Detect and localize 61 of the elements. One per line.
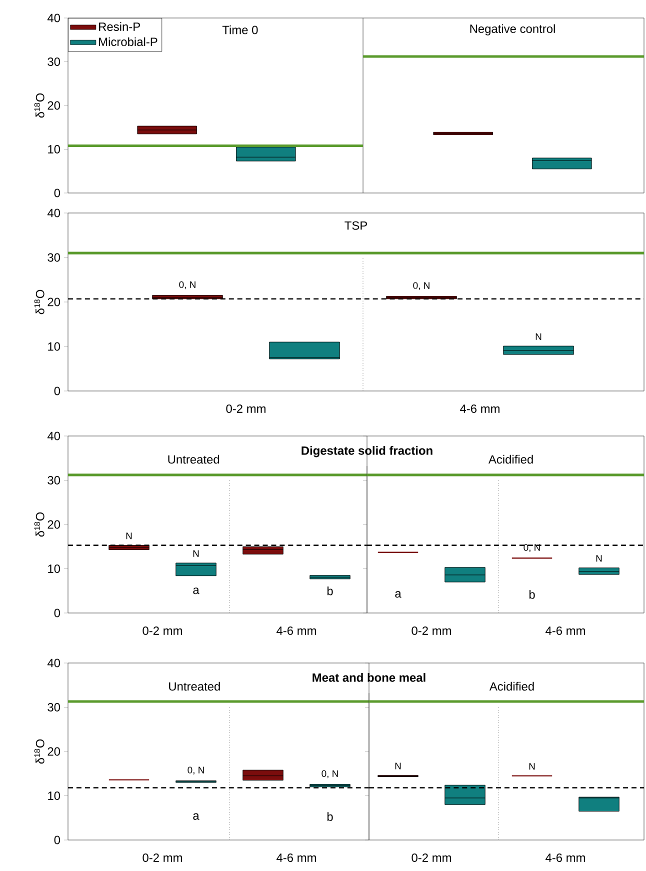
y-tick-label: 0 (54, 836, 60, 844)
y-axis-title: δ$^{18}$O (34, 512, 44, 537)
y-tick-label: 10 (48, 564, 60, 573)
text: N (596, 555, 602, 562)
y-tick-label: 10 (48, 145, 60, 154)
x-tick-label: 4-6 mm (546, 626, 585, 635)
annotation: b (327, 812, 333, 821)
text: 0, N (188, 766, 204, 775)
text: Acidified (489, 682, 534, 691)
y-tick-label: 30 (48, 253, 60, 262)
text: N (536, 333, 542, 340)
y-tick-label: 40 (47, 14, 60, 22)
x-tick-label: 4-6 mm (276, 626, 316, 635)
text: Acidified (488, 454, 533, 464)
text: Untreated (169, 682, 220, 691)
y-tick-label: 20 (48, 298, 60, 306)
annotation: b (529, 590, 535, 599)
text: Digestate solid fraction (302, 446, 432, 458)
annotation: a (193, 813, 200, 820)
y-tick-label: 40 (47, 208, 60, 218)
x-tick-label: 4-6 mm (460, 404, 500, 413)
y-tick-label: 40 (47, 432, 60, 440)
text: N (395, 762, 401, 770)
y-tick-label: 0 (54, 386, 60, 396)
y-axis-title: δ$^{18}$O (34, 93, 44, 118)
text: N (126, 532, 132, 540)
text: N (529, 763, 535, 770)
x-tick-label: 0-2 mm (412, 853, 451, 862)
annotation: a (193, 588, 200, 594)
y-tick-label: 10 (48, 342, 60, 351)
y-tick-label: 0 (54, 188, 60, 198)
y-tick-label: 30 (48, 476, 60, 484)
annotation: b (327, 586, 333, 596)
text: Untreated (168, 454, 220, 464)
y-tick-label: 0 (54, 608, 60, 618)
text: Meat and bone meal (312, 673, 426, 682)
annotation: Time 0 (222, 25, 258, 34)
y-axis-title: δ$^{18}$O (34, 290, 44, 314)
text: N (193, 550, 199, 557)
annotation: a (395, 591, 402, 598)
text: 0, N (179, 281, 196, 290)
y-tick-label: 20 (48, 101, 60, 110)
y-tick-label: 30 (48, 703, 60, 712)
x-tick-label: 4-6 mm (546, 853, 585, 862)
y-tick-label: 30 (48, 58, 60, 66)
y-tick-label: 10 (48, 792, 60, 800)
legend-label: Microbial-P (99, 37, 158, 46)
x-tick-label: 0-2 mm (142, 626, 182, 635)
text: 0, N (322, 770, 338, 778)
x-tick-label: 0-2 mm (142, 853, 182, 862)
annotation: Negative control (470, 24, 555, 36)
legend-label: Resin-P (99, 22, 140, 31)
x-tick-label: 0-2 mm (226, 404, 266, 413)
y-tick-label: 20 (48, 747, 60, 756)
x-tick-label: 4-6 mm (276, 853, 316, 862)
x-tick-label: 0-2 mm (412, 626, 451, 635)
y-axis-title: δ$^{18}$O (34, 739, 44, 764)
text: 0, N (413, 282, 430, 290)
text: TSP (344, 221, 367, 230)
y-tick-label: 20 (48, 520, 60, 529)
y-tick-label: 40 (47, 658, 60, 668)
